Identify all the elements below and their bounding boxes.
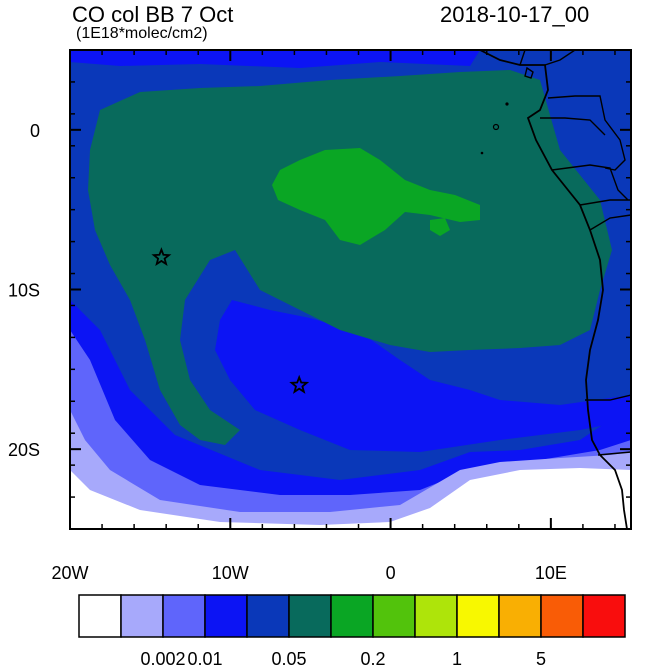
field-white-zone <box>70 468 631 529</box>
colorbar-box <box>120 594 164 638</box>
colorbar-box <box>330 594 374 638</box>
island-outline <box>524 66 534 79</box>
star-marker-north <box>151 247 172 267</box>
island-dot-small <box>505 102 509 106</box>
axis-ticks: 20W 10W 0 10E 0 10S 20S <box>8 49 631 583</box>
map-title: CO col BB 7 Oct <box>72 2 234 27</box>
colorbar-box <box>78 594 122 638</box>
colorbar-box <box>162 594 206 638</box>
x-tick-label: 0 <box>386 563 396 583</box>
colorbar-box <box>372 594 416 638</box>
colorbar-label: 0.002 <box>140 649 185 667</box>
map-field <box>70 50 631 529</box>
colorbar-box <box>246 594 290 638</box>
y-tick-label: 0 <box>30 121 40 141</box>
star-marker-south <box>289 374 310 394</box>
colorbar-box <box>414 594 458 638</box>
colorbar-label: 1 <box>452 649 462 667</box>
colorbar-box <box>582 594 626 638</box>
units-label: (1E18*molec/cm2) <box>76 25 208 42</box>
colorbar-label: 0.2 <box>360 649 385 667</box>
x-tick-label: 10W <box>212 563 249 583</box>
coastline <box>479 50 628 529</box>
x-tick-label: 10E <box>535 563 567 583</box>
colorbar-box <box>204 594 248 638</box>
field-north-band <box>70 50 480 68</box>
field-teal <box>88 70 612 445</box>
datetime-label: 2018-10-17_00 <box>440 2 590 27</box>
colorbar: 0.002 0.01 0.05 0.2 1 5 <box>78 594 626 667</box>
colorbar-box <box>288 594 332 638</box>
field-green <box>272 148 480 245</box>
field-central-blue <box>215 300 631 452</box>
colorbar-label: 5 <box>536 649 546 667</box>
field-green-small <box>430 218 450 236</box>
y-tick-label: 10S <box>8 281 40 301</box>
colorbar-box <box>456 594 500 638</box>
x-tick-label: 20W <box>51 563 88 583</box>
colorbar-box <box>498 594 542 638</box>
colorbar-label: 0.01 <box>187 649 222 667</box>
island-dot <box>492 123 500 131</box>
island-dot-tiny <box>480 151 484 155</box>
y-tick-label: 20S <box>8 440 40 460</box>
country-borders <box>519 50 631 456</box>
colorbar-box <box>540 594 584 638</box>
map-markers <box>151 247 310 394</box>
colorbar-label: 0.05 <box>271 649 306 667</box>
